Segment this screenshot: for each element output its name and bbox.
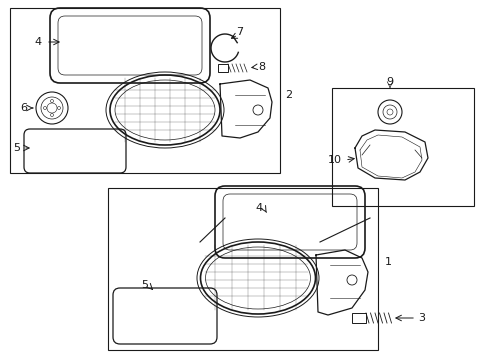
Text: 10: 10: [327, 155, 341, 165]
Text: 4: 4: [35, 37, 42, 47]
Bar: [10, 8, 280, 173]
Text: 8: 8: [258, 62, 264, 72]
Text: 5: 5: [141, 280, 148, 290]
Text: 2: 2: [285, 90, 291, 100]
Bar: [351, 313, 365, 323]
Bar: [108, 188, 377, 350]
Text: 3: 3: [417, 313, 424, 323]
Text: 1: 1: [384, 257, 391, 267]
Text: 6: 6: [20, 103, 27, 113]
Text: 4: 4: [255, 203, 263, 213]
Text: 9: 9: [386, 77, 393, 87]
Bar: [331, 88, 473, 206]
Bar: [218, 64, 227, 72]
Text: 7: 7: [236, 27, 243, 37]
Text: 5: 5: [13, 143, 20, 153]
